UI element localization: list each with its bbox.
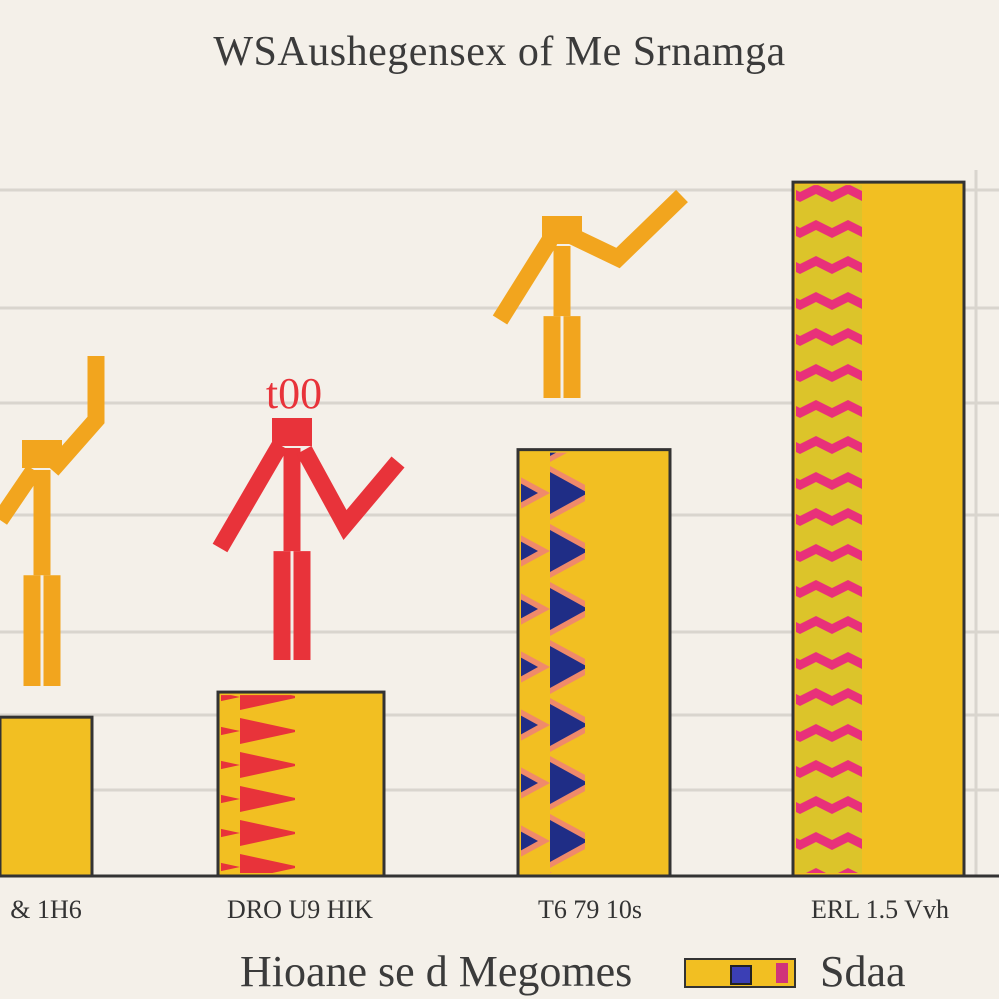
- figure-arm: [492, 235, 558, 325]
- gridlines: [0, 170, 999, 878]
- figure-arm: [296, 445, 405, 540]
- chart-title: WSAushegensex of Me Srnamga: [213, 29, 786, 75]
- x-tick-label: DRO U9 HIK: [227, 895, 373, 924]
- figures: [0, 189, 688, 686]
- person-figure: [0, 356, 105, 686]
- figure-head: [272, 418, 312, 446]
- tick-labels: & 1H6 DRO U9 HIK T6 79 10s ERL 1.5 Vvh t00: [10, 369, 949, 924]
- bar: [0, 715, 94, 878]
- legend-swatch: [684, 958, 796, 988]
- x-tick-label: & 1H6: [10, 895, 82, 924]
- bar-pattern: [221, 695, 295, 873]
- figure-head: [542, 216, 582, 244]
- x-axis-label: Hioane se d Megomes: [240, 947, 633, 996]
- bar-pattern: [521, 452, 585, 873]
- person-figure: [212, 418, 405, 660]
- figure-arm: [568, 189, 688, 269]
- x-tick-label: T6 79 10s: [538, 895, 642, 924]
- bars: [0, 180, 966, 878]
- bar-pattern: [796, 185, 862, 873]
- bar-annotation: t00: [266, 369, 322, 418]
- figure-arm: [212, 440, 288, 553]
- figure-arm: [0, 465, 42, 525]
- x-tick-label: ERL 1.5 Vvh: [811, 895, 949, 924]
- figure-arm: [45, 356, 105, 476]
- person-figure: [492, 189, 688, 398]
- legend-series-name: Sdaa: [820, 947, 906, 996]
- figure-head: [22, 440, 62, 468]
